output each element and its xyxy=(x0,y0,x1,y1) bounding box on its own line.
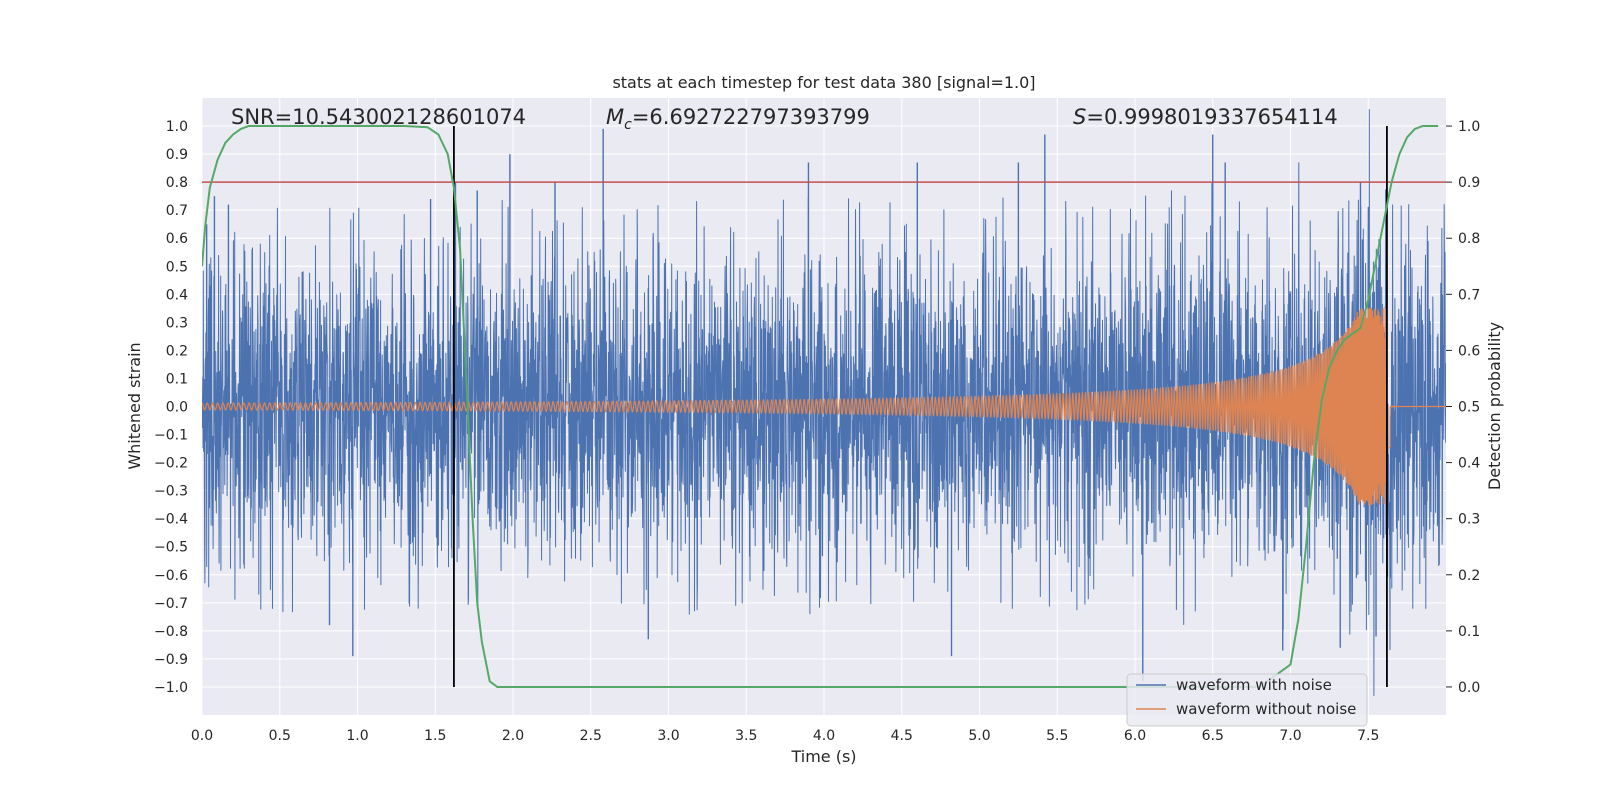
y-tick-label: 0.7 xyxy=(166,203,188,219)
y2-tick-label: 0.9 xyxy=(1458,175,1480,191)
y-tick-label: 0.4 xyxy=(166,287,188,303)
y-tick-label: −0.4 xyxy=(154,512,188,528)
mc-subscript: c xyxy=(624,117,632,133)
y2-tick-label: 0.3 xyxy=(1458,512,1480,528)
x-tick-label: 2.0 xyxy=(502,728,524,744)
x-tick-label: 5.5 xyxy=(1046,728,1068,744)
chart-title: stats at each timestep for test data 380… xyxy=(612,73,1035,92)
y-tick-label: 0.3 xyxy=(166,315,188,331)
s-symbol: S xyxy=(1073,105,1086,129)
y-tick-label: 0.2 xyxy=(166,343,188,359)
y-tick-label: 0.9 xyxy=(166,147,188,163)
y-tick-label: −0.3 xyxy=(154,484,188,500)
y-tick-label: −0.7 xyxy=(154,596,188,612)
y-tick-label: −0.9 xyxy=(154,652,188,668)
y-axis-label: Whitened strain xyxy=(125,342,144,469)
x-axis-label: Time (s) xyxy=(790,747,856,766)
x-tick-label: 4.0 xyxy=(813,728,835,744)
y-tick-label: 0.8 xyxy=(166,175,188,191)
y2-tick-label: 0.5 xyxy=(1458,400,1480,416)
y-tick-label: 1.0 xyxy=(166,119,188,135)
mc-symbol: M xyxy=(606,105,624,129)
series-waveform-without-noise xyxy=(202,307,1446,506)
y-tick-label: −0.8 xyxy=(154,624,188,640)
y-tick-label: 0.6 xyxy=(166,231,188,247)
y2-tick-label: 1.0 xyxy=(1458,119,1480,135)
legend-label-noisy: waveform with noise xyxy=(1176,676,1332,694)
x-tick-label: 1.5 xyxy=(424,728,446,744)
snr-annotation: SNR=10.543002128601074 xyxy=(231,105,526,129)
y-tick-label: 0.0 xyxy=(166,400,188,416)
x-tick-label: 7.0 xyxy=(1279,728,1301,744)
legend: waveform with noise waveform without noi… xyxy=(1126,673,1368,727)
x-tick-label: 7.5 xyxy=(1357,728,1379,744)
y2-tick-label: 0.8 xyxy=(1458,231,1480,247)
x-axis-ticks: 0.0 0.5 1.0 1.5 2.0 2.5 3.0 3.5 4.0 4.5 5.0 5.5 6.0 6… xyxy=(191,728,1380,744)
y-tick-label: 0.5 xyxy=(166,259,188,275)
mc-value: =6.692722797393799 xyxy=(632,105,870,129)
x-tick-label: 4.5 xyxy=(891,728,913,744)
y2-tick-label: 0.2 xyxy=(1458,568,1480,584)
x-tick-label: 5.0 xyxy=(968,728,990,744)
x-tick-label: 0.5 xyxy=(269,728,291,744)
y2-axis-label: Detection probability xyxy=(1485,322,1504,490)
legend-label-clean: waveform without noise xyxy=(1176,700,1356,718)
x-tick-label: 3.0 xyxy=(657,728,679,744)
y-tick-label: −1.0 xyxy=(154,680,188,696)
y-axis-ticks: 1.0 0.9 0.8 0.7 0.6 0.5 0.4 0.3 0.2 0.1 0.0 −0.1 −0.… xyxy=(154,119,188,696)
legend-box xyxy=(1126,673,1368,727)
detection-markers xyxy=(453,126,1388,687)
y-tick-label: −0.1 xyxy=(154,428,188,444)
s-annotation: S=0.9998019337654114 xyxy=(1073,105,1338,129)
y2-tick-label: 0.6 xyxy=(1458,343,1480,359)
y2-tick-label: 0.0 xyxy=(1458,680,1480,696)
y2-tick-label: 0.4 xyxy=(1458,456,1480,472)
x-tick-label: 2.5 xyxy=(580,728,602,744)
x-tick-label: 1.0 xyxy=(346,728,368,744)
x-tick-label: 6.5 xyxy=(1202,728,1224,744)
x-tick-label: 3.5 xyxy=(735,728,757,744)
y2-tick-label: 0.7 xyxy=(1458,287,1480,303)
y2-tick-label: 0.1 xyxy=(1458,624,1480,640)
s-value: =0.9998019337654114 xyxy=(1086,105,1337,129)
series-detection-probability xyxy=(202,125,1439,688)
x-tick-label: 0.0 xyxy=(191,728,213,744)
y-tick-label: 0.1 xyxy=(166,371,188,387)
y-tick-label: −0.2 xyxy=(154,456,188,472)
y-tick-label: −0.5 xyxy=(154,540,188,556)
y-tick-label: −0.6 xyxy=(154,568,188,584)
x-tick-label: 6.0 xyxy=(1124,728,1146,744)
y2-axis-ticks: 1.0 0.9 0.8 0.7 0.6 0.5 0.4 0.3 0.2 0.1 0.0 xyxy=(1446,119,1480,696)
mc-annotation: Mc=6.692722797393799 xyxy=(606,105,870,133)
